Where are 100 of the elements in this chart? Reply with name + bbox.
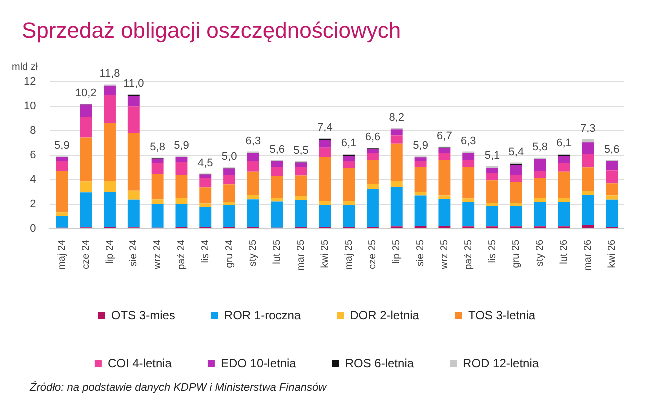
bar — [510, 206, 522, 227]
bar — [558, 156, 570, 164]
x-tick-label: mar 26 — [582, 239, 594, 271]
x-tick-label: lip 24 — [104, 239, 116, 264]
x-tick-label: sie 25 — [416, 239, 427, 267]
bar — [224, 168, 236, 176]
x-tick-label: sty 26 — [535, 239, 546, 267]
y-tick-label: 10 — [24, 100, 36, 113]
total-label: 6,3 — [460, 135, 476, 148]
x-tick-label: wrz 24 — [152, 239, 164, 270]
bar — [128, 96, 140, 107]
bar — [367, 184, 379, 190]
bar — [438, 196, 451, 200]
chart-title: Sprzedaż obligacji oszczędnościowych — [22, 18, 402, 44]
bar — [486, 204, 498, 206]
x-tick-label: lis 24 — [200, 239, 212, 264]
bar — [56, 157, 68, 161]
bar — [295, 162, 308, 167]
x-tick-label: mar 25 — [296, 239, 308, 271]
total-label: 5,8 — [150, 141, 166, 154]
bar — [104, 192, 116, 228]
bar — [534, 159, 546, 172]
bar — [558, 198, 570, 202]
x-tick-label: kwi 26 — [606, 239, 618, 268]
legend-label: ROD 12-letnia — [463, 356, 540, 370]
x-tick-label: paź 25 — [463, 239, 474, 270]
bar — [152, 204, 164, 228]
bar — [224, 205, 236, 228]
bar — [414, 158, 427, 162]
bar — [534, 198, 546, 202]
bar — [295, 196, 308, 200]
bar — [176, 204, 188, 228]
bar — [486, 173, 498, 181]
bar — [582, 191, 594, 196]
bar — [343, 205, 356, 228]
bar — [367, 149, 379, 154]
bar — [606, 200, 618, 228]
total-label: 5,6 — [604, 144, 620, 156]
bar — [295, 200, 308, 228]
bar — [390, 182, 403, 188]
bar — [128, 200, 140, 228]
bar — [319, 157, 332, 202]
bar — [390, 130, 403, 136]
bar — [343, 168, 356, 202]
bar — [200, 174, 212, 178]
bar — [438, 148, 451, 154]
bar — [367, 153, 379, 160]
total-label: 5,4 — [508, 146, 524, 158]
bar — [462, 167, 475, 199]
bar — [582, 154, 594, 168]
bar — [510, 165, 522, 176]
bar — [343, 156, 356, 161]
y-axis-title: mld zł — [12, 62, 39, 73]
x-tick-label: cze 25 — [368, 239, 379, 270]
total-label: 10,2 — [75, 88, 97, 100]
bar — [414, 196, 427, 226]
bar — [414, 192, 427, 196]
bar — [247, 200, 260, 228]
total-label: 8,2 — [389, 112, 405, 124]
bar — [271, 166, 284, 176]
bar — [56, 160, 68, 172]
bar — [486, 180, 498, 204]
x-tick-label: wrz 25 — [439, 239, 450, 270]
bar — [128, 106, 140, 134]
x-tick-label: paź 24 — [176, 239, 188, 270]
bar — [224, 202, 236, 206]
total-label: 5,5 — [294, 145, 309, 158]
total-label: 4,5 — [198, 157, 214, 170]
x-tick-label: cze 24 — [80, 239, 92, 270]
bar — [176, 157, 188, 163]
total-label: 5,6 — [270, 144, 285, 156]
x-tick-label: lis 25 — [487, 239, 498, 264]
bar — [390, 136, 403, 144]
bar — [462, 153, 475, 160]
bar — [534, 202, 546, 227]
bar — [176, 175, 188, 199]
total-label: 11,8 — [100, 68, 120, 80]
bar — [104, 181, 116, 192]
x-tick-label: sty 25 — [248, 239, 260, 267]
x-tick-label: lut 25 — [272, 239, 284, 264]
bar — [200, 188, 212, 204]
bar — [271, 161, 284, 167]
bar — [152, 174, 164, 200]
bar — [510, 203, 522, 206]
bar — [486, 206, 498, 227]
y-tick-label: 8 — [30, 124, 36, 137]
bar — [200, 207, 212, 228]
bar — [247, 153, 260, 162]
bar — [367, 189, 379, 228]
bar — [176, 198, 188, 204]
bar — [510, 175, 522, 182]
bar — [104, 95, 116, 124]
y-tick-label: 12 — [24, 76, 36, 88]
bar — [390, 187, 403, 227]
x-tick-label: maj 24 — [56, 239, 68, 270]
bar — [390, 144, 403, 182]
bar — [438, 153, 451, 160]
bar — [200, 204, 212, 208]
bar — [558, 163, 570, 172]
x-tick-label: lut 26 — [558, 239, 570, 264]
